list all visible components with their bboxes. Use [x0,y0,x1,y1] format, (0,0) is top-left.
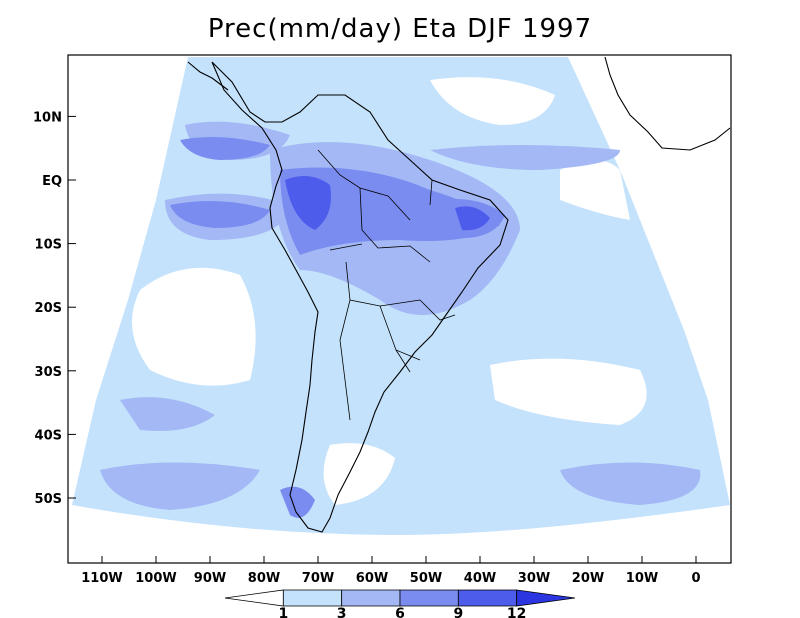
lat-tick-label: 20S [35,301,62,316]
lon-tick-label: 20W [572,571,604,586]
map-frame [67,54,732,564]
colorbar-segment [516,589,576,607]
lon-tick-label: 90W [194,571,226,586]
colorbar-segment [282,589,343,607]
lat-tick-label: 50S [35,492,62,507]
lat-tick-label: 10N [33,110,62,125]
south-america-coastline [211,61,509,533]
lat-tick-label: 10S [35,238,62,253]
lat-tick-label: 40S [35,428,62,443]
map-title: Prec(mm/day) Eta DJF 1997 [207,14,593,44]
country-borders [317,149,456,421]
central-america-coastline [187,61,229,91]
colorbar-level-label: 3 [337,606,347,618]
dry-patches [132,77,647,505]
lon-tick-label: 80W [248,571,280,586]
lon-tick-label: 60W [356,571,388,586]
africa-coastline [604,56,731,151]
colorbar-segment [457,589,518,607]
lon-tick-label: 50W [410,571,442,586]
lon-tick-label: 70W [302,571,334,586]
lon-tick-label: 30W [518,571,550,586]
colorbar-level-label: 1 [278,606,288,618]
lon-tick-label: 100W [135,571,176,586]
lon-tick-label: 0 [691,571,700,586]
longitude-axis: 110W 100W 90W 80W 70W 60W 50W 40W 30W 20W 10W 0 [81,556,701,586]
colorbar-level-label: 6 [395,606,405,618]
lon-tick-label: 40W [464,571,496,586]
rain-very-heavy [285,176,490,231]
lon-tick-label: 110W [81,571,122,586]
colorbar-segment [341,589,401,607]
latitude-axis: 10N EQ 10S 20S 30S 40S 50S [33,110,76,507]
colorbar-level-label: 12 [507,606,526,618]
colorbar-segment [399,589,459,607]
lat-tick-label: 30S [35,365,62,380]
colorbar: 1 3 6 9 12 [224,589,576,618]
colorbar-segment [224,589,284,607]
lat-tick-label: EQ [42,174,62,189]
lon-tick-label: 10W [626,571,658,586]
coastlines [187,56,731,533]
colorbar-level-label: 9 [453,606,463,618]
